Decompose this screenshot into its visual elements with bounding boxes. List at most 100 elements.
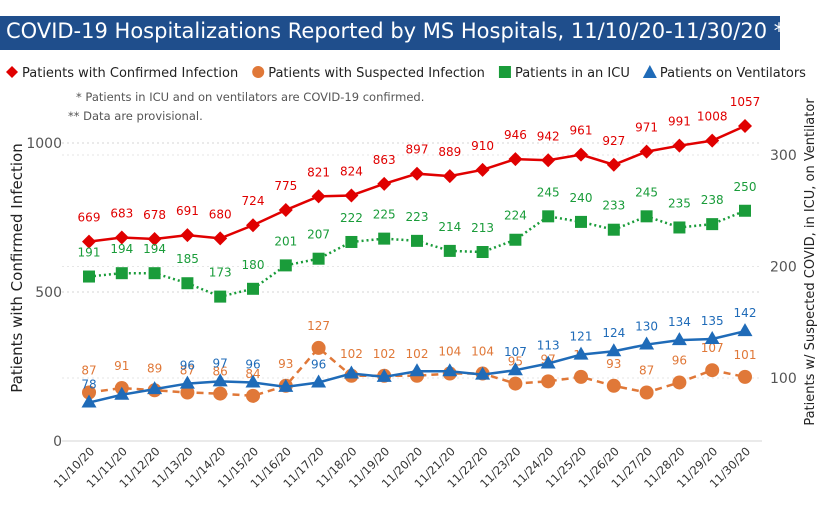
point-patients-with-suspected-infection bbox=[574, 369, 588, 384]
point-patients-on-ventilators bbox=[737, 323, 753, 337]
note-provisional: ** Data are provisional. bbox=[68, 109, 203, 123]
data-label-patients-with-suspected-infection: 101 bbox=[734, 348, 757, 362]
point-patients-with-suspected-infection bbox=[246, 388, 260, 403]
right-axis-title: Patients w/ Suspected COVID, in ICU, on … bbox=[803, 98, 818, 426]
data-label-patients-with-confirmed-infection: 683 bbox=[110, 206, 133, 220]
point-patients-on-ventilators bbox=[573, 346, 589, 360]
data-label-patients-with-confirmed-infection: 946 bbox=[504, 128, 527, 142]
point-patients-on-ventilators bbox=[245, 374, 261, 388]
data-label-patients-with-suspected-infection: 107 bbox=[701, 341, 724, 355]
right-axis-tick-label: 300 bbox=[770, 148, 797, 164]
data-label-patients-with-suspected-infection: 91 bbox=[114, 359, 129, 373]
point-patients-on-ventilators bbox=[147, 381, 163, 395]
point-patients-in-an-icu bbox=[312, 252, 325, 265]
data-label-patients-on-ventilators: 124 bbox=[602, 326, 625, 340]
point-patients-on-ventilators bbox=[507, 362, 523, 376]
legend-marker-patients-in-an-icu bbox=[498, 66, 511, 78]
point-patients-in-an-icu bbox=[706, 218, 719, 231]
point-patients-with-suspected-infection bbox=[213, 386, 228, 401]
point-patients-with-confirmed-infection bbox=[213, 231, 228, 246]
point-patients-on-ventilators bbox=[606, 343, 622, 357]
point-patients-on-ventilators bbox=[442, 363, 458, 377]
data-label-patients-with-suspected-infection: 102 bbox=[373, 347, 396, 361]
data-label-patients-on-ventilators: 78 bbox=[81, 378, 96, 392]
point-patients-with-suspected-infection bbox=[541, 374, 556, 389]
data-label-patients-with-confirmed-infection: 680 bbox=[209, 207, 232, 221]
point-patients-in-an-icu bbox=[542, 210, 555, 223]
data-label-patients-with-confirmed-infection: 942 bbox=[537, 129, 560, 143]
data-label-patients-with-confirmed-infection: 691 bbox=[176, 204, 199, 218]
title-bar: COVID-19 Hospitalizations Reported by MS… bbox=[0, 0, 824, 50]
legend-label-patients-in-an-icu: Patients in an ICU bbox=[515, 66, 630, 81]
data-label-patients-on-ventilators: 113 bbox=[537, 339, 560, 353]
data-label-patients-on-ventilators: 96 bbox=[245, 357, 260, 371]
point-patients-with-confirmed-infection bbox=[278, 203, 293, 218]
point-patients-in-an-icu bbox=[378, 232, 391, 245]
point-patients-with-confirmed-infection bbox=[82, 234, 96, 249]
point-patients-in-an-icu bbox=[115, 267, 128, 280]
data-label-patients-in-an-icu: 185 bbox=[176, 252, 199, 266]
point-patients-with-confirmed-infection bbox=[246, 218, 260, 233]
point-patients-in-an-icu bbox=[214, 290, 227, 303]
data-label-patients-in-an-icu: 240 bbox=[570, 191, 593, 205]
data-label-patients-with-suspected-infection: 104 bbox=[471, 345, 494, 359]
point-patients-in-an-icu bbox=[345, 235, 358, 248]
right-axis-tick-label: 200 bbox=[770, 260, 797, 276]
point-patients-with-confirmed-infection bbox=[344, 188, 359, 203]
data-label-patients-in-an-icu: 207 bbox=[307, 228, 330, 242]
data-label-patients-with-confirmed-infection: 1008 bbox=[697, 110, 728, 124]
left-axis-tick-label: 0 bbox=[53, 434, 62, 450]
data-label-patients-in-an-icu: 180 bbox=[242, 258, 265, 272]
point-patients-with-confirmed-infection bbox=[147, 231, 162, 246]
data-label-patients-with-suspected-infection: 87 bbox=[81, 363, 96, 377]
data-label-patients-in-an-icu: 245 bbox=[635, 185, 658, 199]
data-label-patients-with-confirmed-infection: 669 bbox=[78, 211, 101, 225]
point-patients-with-suspected-infection bbox=[705, 363, 720, 378]
data-label-patients-on-ventilators: 96 bbox=[180, 359, 195, 373]
point-patients-on-ventilators bbox=[179, 375, 195, 389]
data-label-patients-on-ventilators: 107 bbox=[504, 345, 527, 359]
point-patients-with-confirmed-infection bbox=[606, 157, 621, 172]
data-label-patients-with-confirmed-infection: 863 bbox=[373, 153, 396, 167]
data-label-patients-with-suspected-infection: 102 bbox=[406, 347, 429, 361]
data-label-patients-in-an-icu: 250 bbox=[734, 180, 757, 194]
point-patients-on-ventilators bbox=[376, 368, 392, 382]
data-label-patients-with-confirmed-infection: 971 bbox=[635, 121, 658, 135]
point-patients-with-confirmed-infection bbox=[377, 176, 392, 191]
data-label-patients-on-ventilators: 130 bbox=[635, 320, 658, 334]
point-patients-on-ventilators bbox=[409, 363, 425, 377]
point-patients-on-ventilators bbox=[540, 355, 556, 369]
point-patients-with-confirmed-infection bbox=[508, 152, 523, 167]
left-axis-title: Patients with Confirmed Infection bbox=[8, 143, 26, 392]
data-label-patients-with-suspected-infection: 96 bbox=[672, 353, 687, 367]
point-patients-with-confirmed-infection bbox=[311, 189, 326, 204]
data-label-patients-with-confirmed-infection: 724 bbox=[242, 194, 265, 208]
point-patients-with-suspected-infection bbox=[639, 385, 654, 400]
data-label-patients-in-an-icu: 194 bbox=[110, 242, 133, 256]
data-label-patients-with-suspected-infection: 86 bbox=[213, 365, 228, 379]
data-label-patients-in-an-icu: 214 bbox=[438, 220, 461, 234]
data-label-patients-in-an-icu: 191 bbox=[78, 246, 101, 260]
title-banner: COVID-19 Hospitalizations Reported by MS… bbox=[0, 16, 812, 50]
data-label-patients-on-ventilators: 96 bbox=[311, 357, 326, 371]
point-patients-with-suspected-infection bbox=[311, 340, 326, 355]
left-axis-tick-label: 1000 bbox=[26, 136, 62, 152]
point-patients-in-an-icu bbox=[509, 233, 522, 246]
data-label-patients-with-confirmed-infection: 824 bbox=[340, 164, 363, 178]
data-label-patients-on-ventilators: 121 bbox=[570, 330, 593, 344]
data-label-patients-with-suspected-infection: 93 bbox=[606, 357, 621, 371]
data-label-patients-with-confirmed-infection: 889 bbox=[438, 145, 461, 159]
data-label-patients-on-ventilators: 134 bbox=[668, 315, 691, 329]
point-patients-in-an-icu bbox=[411, 234, 423, 247]
point-patients-in-an-icu bbox=[575, 215, 587, 228]
data-label-patients-in-an-icu: 223 bbox=[406, 210, 429, 224]
point-patients-with-confirmed-infection bbox=[672, 138, 687, 153]
data-label-patients-with-confirmed-infection: 821 bbox=[307, 165, 330, 179]
left-axis-tick-label: 500 bbox=[35, 285, 62, 301]
data-label-patients-in-an-icu: 238 bbox=[701, 193, 724, 207]
point-patients-with-confirmed-infection bbox=[639, 144, 654, 159]
data-label-patients-with-confirmed-infection: 678 bbox=[143, 208, 166, 222]
data-label-patients-in-an-icu: 225 bbox=[373, 208, 396, 222]
point-patients-with-suspected-infection bbox=[672, 375, 687, 390]
point-patients-on-ventilators bbox=[311, 374, 327, 388]
